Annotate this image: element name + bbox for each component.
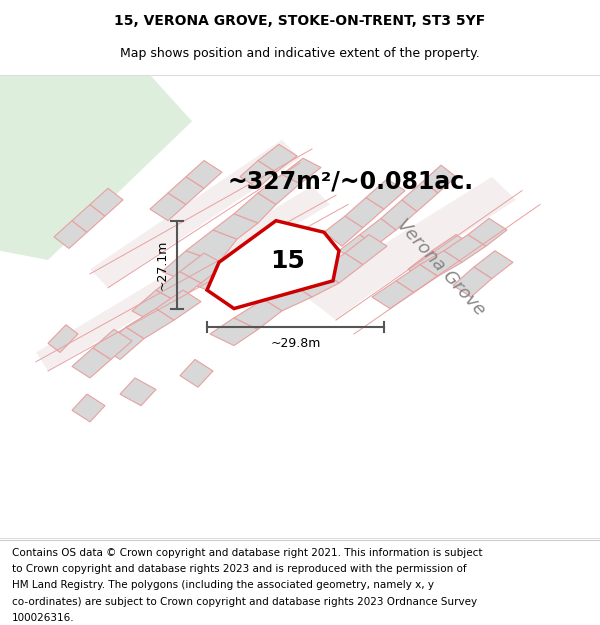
Polygon shape — [156, 271, 201, 302]
Text: Contains OS data © Crown copyright and database right 2021. This information is : Contains OS data © Crown copyright and d… — [12, 548, 482, 558]
Polygon shape — [72, 348, 111, 378]
Polygon shape — [240, 161, 276, 188]
Polygon shape — [126, 309, 174, 339]
Polygon shape — [234, 299, 282, 329]
Polygon shape — [36, 186, 330, 371]
Polygon shape — [381, 200, 417, 230]
Text: 15: 15 — [271, 249, 305, 273]
Polygon shape — [306, 177, 516, 320]
Text: to Crown copyright and database rights 2023 and is reproduced with the permissio: to Crown copyright and database rights 2… — [12, 564, 467, 574]
Polygon shape — [474, 251, 513, 279]
Polygon shape — [72, 394, 105, 422]
Polygon shape — [444, 234, 486, 262]
Polygon shape — [120, 378, 156, 406]
Polygon shape — [72, 204, 105, 232]
Polygon shape — [420, 251, 462, 276]
Polygon shape — [408, 251, 450, 281]
Polygon shape — [162, 251, 219, 290]
Polygon shape — [453, 267, 492, 297]
Polygon shape — [150, 193, 186, 221]
Polygon shape — [324, 216, 363, 246]
Polygon shape — [102, 327, 144, 359]
Polygon shape — [234, 193, 276, 223]
Polygon shape — [423, 165, 456, 193]
Text: ~27.1m: ~27.1m — [155, 239, 169, 290]
Text: 100026316.: 100026316. — [12, 612, 74, 622]
Polygon shape — [0, 75, 192, 260]
Polygon shape — [360, 218, 396, 246]
Polygon shape — [366, 179, 405, 209]
Polygon shape — [186, 230, 237, 262]
Polygon shape — [339, 234, 375, 262]
Polygon shape — [93, 329, 132, 359]
Polygon shape — [48, 325, 78, 352]
Polygon shape — [156, 290, 201, 320]
Polygon shape — [180, 359, 213, 387]
Polygon shape — [345, 198, 384, 228]
Text: 15, VERONA GROVE, STOKE-ON-TRENT, ST3 5YF: 15, VERONA GROVE, STOKE-ON-TRENT, ST3 5Y… — [115, 14, 485, 28]
Polygon shape — [402, 181, 438, 211]
Polygon shape — [90, 140, 300, 288]
Polygon shape — [372, 281, 414, 309]
Polygon shape — [264, 286, 312, 311]
Text: co-ordinates) are subject to Crown copyright and database rights 2023 Ordnance S: co-ordinates) are subject to Crown copyr… — [12, 596, 477, 606]
Polygon shape — [294, 269, 339, 297]
Text: ~29.8m: ~29.8m — [271, 337, 320, 350]
Text: ~327m²/~0.081ac.: ~327m²/~0.081ac. — [228, 169, 474, 193]
Polygon shape — [321, 253, 363, 283]
Polygon shape — [468, 218, 507, 246]
Polygon shape — [54, 221, 87, 248]
Polygon shape — [396, 264, 438, 292]
Polygon shape — [258, 174, 300, 204]
Text: Map shows position and indicative extent of the property.: Map shows position and indicative extent… — [120, 48, 480, 61]
Polygon shape — [132, 290, 177, 322]
Text: Verona Grove: Verona Grove — [393, 215, 489, 319]
Polygon shape — [282, 158, 321, 184]
Polygon shape — [168, 177, 204, 204]
Polygon shape — [90, 188, 123, 216]
Polygon shape — [186, 161, 222, 188]
Text: HM Land Registry. The polygons (including the associated geometry, namely x, y: HM Land Registry. The polygons (includin… — [12, 581, 434, 591]
Polygon shape — [258, 144, 297, 172]
Polygon shape — [210, 318, 258, 346]
Polygon shape — [213, 214, 258, 239]
Polygon shape — [432, 234, 474, 262]
Polygon shape — [207, 221, 339, 309]
Polygon shape — [345, 234, 387, 264]
Polygon shape — [180, 253, 225, 283]
